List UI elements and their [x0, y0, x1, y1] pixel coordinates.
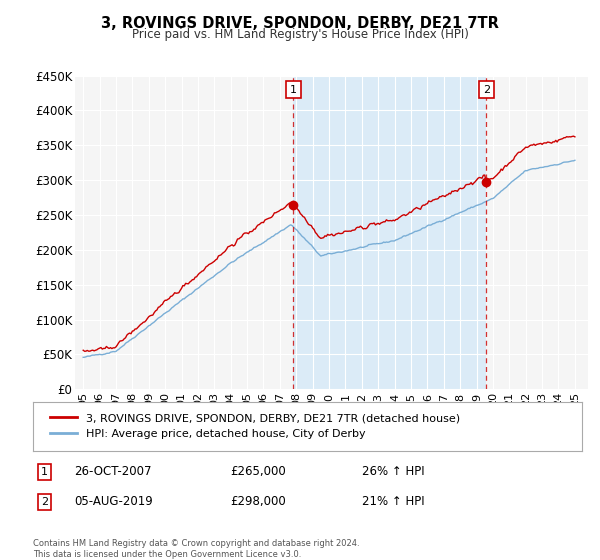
Legend: 3, ROVINGS DRIVE, SPONDON, DERBY, DE21 7TR (detached house), HPI: Average price,: 3, ROVINGS DRIVE, SPONDON, DERBY, DE21 7… — [44, 408, 466, 445]
Text: 1: 1 — [41, 466, 48, 477]
Text: £298,000: £298,000 — [230, 496, 286, 508]
Text: Contains HM Land Registry data © Crown copyright and database right 2024.
This d: Contains HM Land Registry data © Crown c… — [33, 539, 359, 559]
Text: 3, ROVINGS DRIVE, SPONDON, DERBY, DE21 7TR: 3, ROVINGS DRIVE, SPONDON, DERBY, DE21 7… — [101, 16, 499, 31]
Text: 05-AUG-2019: 05-AUG-2019 — [74, 496, 153, 508]
Bar — [293, 76, 486, 389]
Text: 2: 2 — [482, 85, 490, 95]
Text: 1: 1 — [290, 85, 297, 95]
Text: 26% ↑ HPI: 26% ↑ HPI — [362, 465, 425, 478]
Text: 21% ↑ HPI: 21% ↑ HPI — [362, 496, 425, 508]
Text: 26-OCT-2007: 26-OCT-2007 — [74, 465, 152, 478]
Text: £265,000: £265,000 — [230, 465, 286, 478]
Text: Price paid vs. HM Land Registry's House Price Index (HPI): Price paid vs. HM Land Registry's House … — [131, 28, 469, 41]
Text: 2: 2 — [41, 497, 49, 507]
